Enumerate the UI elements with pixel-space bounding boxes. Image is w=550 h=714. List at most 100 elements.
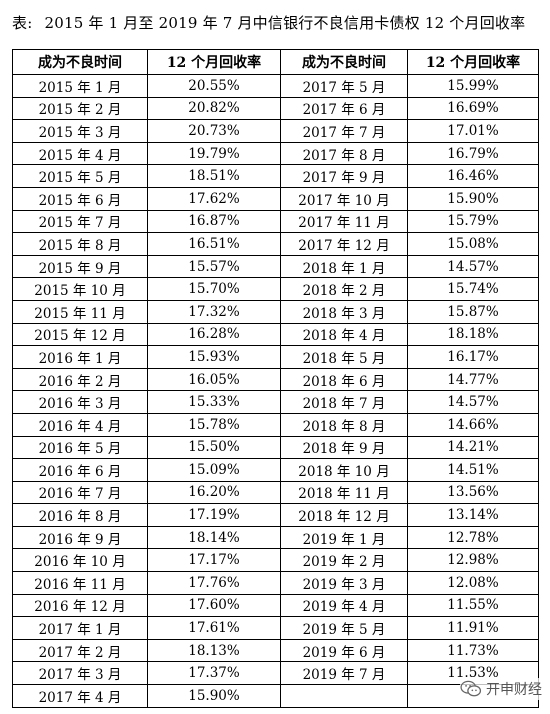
cell-recovery-rate-right: 11.91% bbox=[407, 616, 539, 640]
table-row: 2015 年 2 月 20.82% 2017 年 6 月 16.69% bbox=[12, 96, 539, 121]
table-row: 2015 年 10 月 15.70% 2018 年 2 月 15.74% bbox=[12, 277, 539, 301]
cell-npl-time-left: 2015 年 4 月 bbox=[12, 141, 148, 166]
table-row: 2016 年 9 月 18.14% 2019 年 1 月 12.78% bbox=[12, 525, 539, 550]
cell-npl-time-left: 2015 年 2 月 bbox=[12, 96, 148, 121]
table-row: 2016 年 12 月 17.60% 2019 年 4 月 11.55% bbox=[12, 593, 539, 618]
cell-npl-time-right: 2018 年 10 月 bbox=[280, 458, 408, 482]
cell-npl-time-left: 2015 年 10 月 bbox=[12, 277, 148, 301]
cell-recovery-rate-left: 15.09% bbox=[147, 458, 281, 482]
cell-recovery-rate-right: 15.79% bbox=[407, 209, 539, 234]
table-header-row: 成为不良时间 12 个月回收率 成为不良时间 12 个月回收率 bbox=[12, 49, 539, 75]
table-row: 2017 年 1 月 17.61% 2019 年 5 月 11.91% bbox=[12, 616, 539, 640]
header-recovery-rate-right: 12 个月回收率 bbox=[407, 49, 539, 75]
table-caption: 表: 2015 年 1 月至 2019 年 7 月中信银行不良信用卡债权 12 个… bbox=[12, 8, 550, 38]
cell-npl-time-right: 2019 年 5 月 bbox=[280, 616, 408, 640]
cell-npl-time-left: 2016 年 10 月 bbox=[12, 548, 148, 573]
cell-recovery-rate-left: 16.87% bbox=[147, 209, 281, 234]
cell-npl-time-left: 2016 年 3 月 bbox=[12, 390, 148, 414]
cell-npl-time-left: 2015 年 12 月 bbox=[12, 322, 148, 347]
cell-recovery-rate-right: 14.51% bbox=[407, 458, 539, 482]
cell-recovery-rate-left: 17.37% bbox=[147, 661, 281, 686]
cell-recovery-rate-right: 11.55% bbox=[407, 593, 539, 618]
cell-npl-time-right: 2018 年 3 月 bbox=[280, 299, 408, 324]
cell-recovery-rate-left: 15.93% bbox=[147, 345, 281, 369]
cell-recovery-rate-left: 16.28% bbox=[147, 322, 281, 347]
cell-npl-time-left: 2015 年 7 月 bbox=[12, 209, 148, 234]
cell-recovery-rate-right: 13.56% bbox=[407, 480, 539, 505]
cell-recovery-rate-left: 20.55% bbox=[147, 74, 281, 98]
cell-recovery-rate-right: 16.69% bbox=[407, 96, 539, 121]
header-recovery-rate-left: 12 个月回收率 bbox=[147, 49, 281, 75]
table-row: 2016 年 4 月 15.78% 2018 年 8 月 14.66% bbox=[12, 412, 539, 437]
cell-npl-time-left: 2016 年 4 月 bbox=[12, 412, 148, 437]
cell-npl-time-right: 2018 年 4 月 bbox=[280, 322, 408, 347]
cell-recovery-rate-right: 17.01% bbox=[407, 119, 539, 143]
cell-npl-time-right: 2018 年 2 月 bbox=[280, 277, 408, 301]
cell-recovery-rate-right: 14.57% bbox=[407, 254, 539, 279]
recovery-rate-table: 成为不良时间 12 个月回收率 成为不良时间 12 个月回收率 2015 年 1… bbox=[12, 49, 539, 708]
table-row: 2017 年 2 月 18.13% 2019 年 6 月 11.73% bbox=[12, 638, 539, 663]
table-body: 2015 年 1 月 20.55% 2017 年 5 月 15.99% 2015 年 2… bbox=[12, 74, 539, 708]
table-row: 2015 年 9 月 15.57% 2018 年 1 月 14.57% bbox=[12, 254, 539, 279]
header-npl-time-right: 成为不良时间 bbox=[280, 49, 408, 75]
cell-recovery-rate-left: 15.50% bbox=[147, 435, 281, 460]
cell-npl-time-right: 2017 年 11 月 bbox=[280, 209, 408, 234]
cell-npl-time-left: 2017 年 1 月 bbox=[12, 616, 148, 640]
cell-npl-time-right: 2019 年 2 月 bbox=[280, 548, 408, 573]
cell-npl-time-right: 2017 年 5 月 bbox=[280, 74, 408, 98]
cell-npl-time-left: 2016 年 12 月 bbox=[12, 593, 148, 618]
cell-recovery-rate-left: 17.60% bbox=[147, 593, 281, 618]
cell-npl-time-right: 2019 年 1 月 bbox=[280, 525, 408, 550]
caption-text: 2015 年 1 月至 2019 年 7 月中信银行不良信用卡债权 12 个月回… bbox=[44, 14, 526, 32]
cell-npl-time-right: 2018 年 12 月 bbox=[280, 503, 408, 527]
table-row: 2015 年 8 月 16.51% 2017 年 12 月 15.08% bbox=[12, 232, 539, 256]
cell-recovery-rate-right: 11.73% bbox=[407, 638, 539, 663]
cell-recovery-rate-left: 15.33% bbox=[147, 390, 281, 414]
table-row: 2015 年 5 月 18.51% 2017 年 9 月 16.46% bbox=[12, 164, 539, 188]
cell-npl-time-left: 2015 年 11 月 bbox=[12, 299, 148, 324]
cell-npl-time-right: 2017 年 9 月 bbox=[280, 164, 408, 188]
cell-recovery-rate-left: 18.14% bbox=[147, 525, 281, 550]
cell-recovery-rate-right: 15.99% bbox=[407, 74, 539, 98]
cell-npl-time-right: 2018 年 11 月 bbox=[280, 480, 408, 505]
table-row: 2016 年 7 月 16.20% 2018 年 11 月 13.56% bbox=[12, 480, 539, 505]
cell-npl-time-right: 2019 年 7 月 bbox=[280, 661, 408, 686]
cell-npl-time-left: 2015 年 9 月 bbox=[12, 254, 148, 279]
cell-recovery-rate-right: 14.21% bbox=[407, 435, 539, 460]
cell-npl-time-right: 2018 年 1 月 bbox=[280, 254, 408, 279]
cell-recovery-rate-left: 20.82% bbox=[147, 96, 281, 121]
cell-recovery-rate-right: 15.74% bbox=[407, 277, 539, 301]
cell-recovery-rate-right: 16.46% bbox=[407, 164, 539, 188]
cell-recovery-rate-right: 15.08% bbox=[407, 232, 539, 256]
cell-recovery-rate-right: 15.90% bbox=[407, 186, 539, 211]
table-row: 2015 年 6 月 17.62% 2017 年 10 月 15.90% bbox=[12, 186, 539, 211]
wechat-icon bbox=[460, 680, 482, 697]
table-row: 2016 年 6 月 15.09% 2018 年 10 月 14.51% bbox=[12, 458, 539, 482]
table-row: 2015 年 3 月 20.73% 2017 年 7 月 17.01% bbox=[12, 119, 539, 143]
cell-recovery-rate-left: 18.13% bbox=[147, 638, 281, 663]
cell-recovery-rate-left: 18.51% bbox=[147, 164, 281, 188]
cell-npl-time-left: 2015 年 8 月 bbox=[12, 232, 148, 256]
cell-recovery-rate-right: 14.77% bbox=[407, 367, 539, 392]
cell-recovery-rate-right: 13.14% bbox=[407, 503, 539, 527]
table-row: 2015 年 11 月 17.32% 2018 年 3 月 15.87% bbox=[12, 299, 539, 324]
table-row: 2016 年 2 月 16.05% 2018 年 6 月 14.77% bbox=[12, 367, 539, 392]
cell-recovery-rate-left: 17.62% bbox=[147, 186, 281, 211]
cell-recovery-rate-left: 19.79% bbox=[147, 141, 281, 166]
cell-npl-time-right: 2019 年 3 月 bbox=[280, 571, 408, 595]
cell-npl-time-left: 2017 年 3 月 bbox=[12, 661, 148, 686]
table-row: 2015 年 12 月 16.28% 2018 年 4 月 18.18% bbox=[12, 322, 539, 347]
cell-recovery-rate-right: 12.08% bbox=[407, 571, 539, 595]
cell-recovery-rate-left: 17.32% bbox=[147, 299, 281, 324]
cell-recovery-rate-left: 16.51% bbox=[147, 232, 281, 256]
cell-npl-time-left: 2017 年 4 月 bbox=[12, 684, 148, 708]
cell-npl-time-right: 2017 年 10 月 bbox=[280, 186, 408, 211]
table-row: 2016 年 3 月 15.33% 2018 年 7 月 14.57% bbox=[12, 390, 539, 414]
cell-recovery-rate-left: 17.61% bbox=[147, 616, 281, 640]
cell-recovery-rate-left: 16.20% bbox=[147, 480, 281, 505]
cell-recovery-rate-left: 16.05% bbox=[147, 367, 281, 392]
cell-recovery-rate-right: 14.57% bbox=[407, 390, 539, 414]
cell-npl-time-left: 2016 年 2 月 bbox=[12, 367, 148, 392]
watermark-text: 开申财经 bbox=[486, 682, 542, 698]
cell-recovery-rate-left: 20.73% bbox=[147, 119, 281, 143]
